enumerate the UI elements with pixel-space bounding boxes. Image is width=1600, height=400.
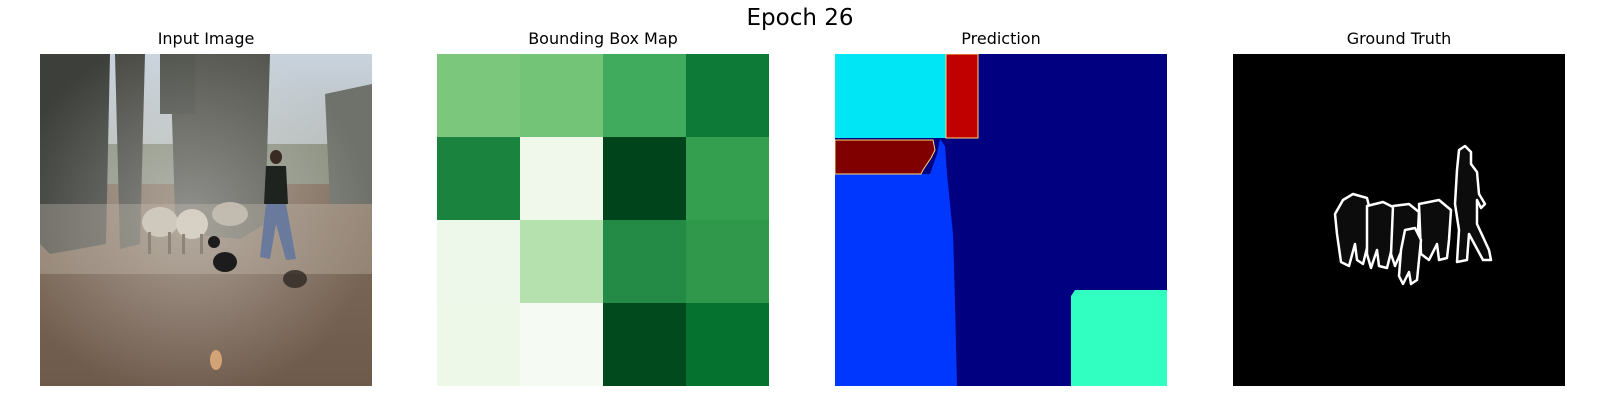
bounding-box-map-panel — [437, 54, 769, 386]
bbox-cell-0-1 — [520, 54, 603, 137]
prediction-red-region — [945, 54, 979, 139]
prediction-panel — [835, 54, 1167, 386]
prediction-title: Prediction — [961, 29, 1041, 48]
figure-title: Epoch 26 — [746, 5, 854, 31]
prediction-cyan-region — [835, 54, 946, 138]
bbox-cell-2-0 — [437, 220, 520, 303]
ground-truth-title: Ground Truth — [1346, 29, 1452, 48]
bbox-cell-1-1 — [520, 137, 603, 220]
prediction-aqua-region — [1071, 290, 1167, 386]
input-image-title: Input Image — [157, 29, 255, 48]
bbox-cell-2-2 — [603, 220, 686, 303]
prediction-blue-region — [835, 139, 957, 386]
bbox-cell-0-2 — [603, 54, 686, 137]
bbox-cell-3-1 — [520, 303, 603, 386]
sheep-outline-4 — [1417, 198, 1453, 262]
bounding-box-grid — [437, 54, 769, 386]
prediction-dark-red-region — [835, 139, 936, 175]
bbox-cell-2-1 — [520, 220, 603, 303]
ground-truth-outlines — [1333, 144, 1493, 286]
bbox-cell-3-3 — [686, 303, 769, 386]
input-image — [40, 54, 372, 386]
input-image-panel — [40, 54, 372, 386]
bbox-cell-3-2 — [603, 303, 686, 386]
bbox-cell-1-0 — [437, 137, 520, 220]
prediction-map — [835, 54, 1167, 386]
bbox-cell-0-3 — [686, 54, 769, 137]
bounding-box-map-title: Bounding Box Map — [528, 29, 678, 48]
bbox-cell-2-3 — [686, 220, 769, 303]
bbox-cell-1-2 — [603, 137, 686, 220]
ground-truth-panel — [1233, 54, 1565, 386]
ground-truth-mask — [1233, 54, 1565, 386]
sheep-outline-1 — [1333, 192, 1373, 268]
bbox-cell-0-0 — [437, 54, 520, 137]
bbox-cell-3-0 — [437, 303, 520, 386]
dog-outline — [1397, 226, 1423, 286]
bbox-cell-1-3 — [686, 137, 769, 220]
person-outline — [1453, 144, 1493, 264]
sheep-outline-2 — [1365, 200, 1397, 270]
